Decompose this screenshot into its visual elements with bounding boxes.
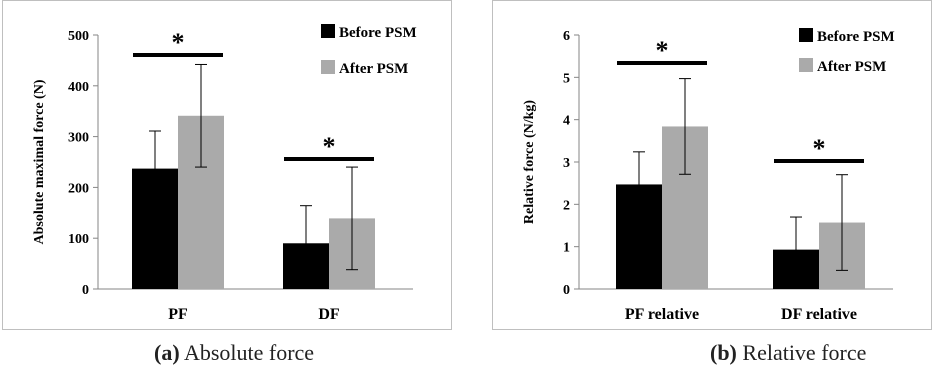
y-tick-label: 0 xyxy=(82,283,89,298)
y-tick-label: 400 xyxy=(68,80,89,95)
x-category-label: DF relative xyxy=(781,306,857,323)
x-category-label: DF xyxy=(318,306,340,323)
y-tick-label: 100 xyxy=(68,232,89,247)
caption-relative: (b) Relative force xyxy=(710,340,866,366)
relative-force-chart: 0 1 2 3 4 5 6 Relative force (N/kg) PF relative *… xyxy=(522,28,895,323)
y-tick-label: 6 xyxy=(563,29,570,44)
caption-label-a: (a) xyxy=(154,340,180,365)
legend-label: After PSM xyxy=(817,59,886,75)
y-tick-label: 300 xyxy=(68,131,89,146)
caption-text-a: Absolute force xyxy=(183,340,315,365)
significance-star: * xyxy=(656,36,669,65)
caption-label-b: (b) xyxy=(710,340,737,365)
y-tick-label: 0 xyxy=(563,283,570,298)
legend-label: Before PSM xyxy=(339,25,417,41)
y-axis-label: Relative force (N/kg) xyxy=(522,100,537,224)
y-tick-label: 500 xyxy=(68,29,89,44)
y-tick-label: 200 xyxy=(68,181,89,196)
x-category-label: PF xyxy=(168,306,188,323)
y-axis-label: Absolute maximal force (N) xyxy=(32,79,47,244)
chart-panel-absolute: 0 100 200 300 400 500 Absolute maximal force (… xyxy=(2,0,452,330)
caption-absolute: (a) Absolute force xyxy=(154,340,314,366)
significance-star: * xyxy=(172,28,185,57)
x-category-label: PF relative xyxy=(625,306,699,323)
y-tick-label: 1 xyxy=(563,241,570,256)
y-tick-label: 2 xyxy=(563,198,570,213)
legend-swatch xyxy=(799,28,813,42)
legend-swatch xyxy=(799,58,813,72)
y-tick-label: 5 xyxy=(563,71,570,86)
y-tick-label: 3 xyxy=(563,156,570,171)
caption-text-b: Relative force xyxy=(742,340,867,365)
significance-star: * xyxy=(813,134,826,163)
legend-label: After PSM xyxy=(339,61,408,77)
legend-swatch xyxy=(321,60,335,74)
significance-star: * xyxy=(323,132,336,161)
legend-swatch xyxy=(321,24,335,38)
legend-label: Before PSM xyxy=(817,29,895,45)
absolute-force-chart: 0 100 200 300 400 500 Absolute maximal force (… xyxy=(32,24,417,323)
chart-panel-relative: 0 1 2 3 4 5 6 Relative force (N/kg) PF relative *… xyxy=(492,0,932,330)
y-tick-label: 4 xyxy=(563,114,570,129)
